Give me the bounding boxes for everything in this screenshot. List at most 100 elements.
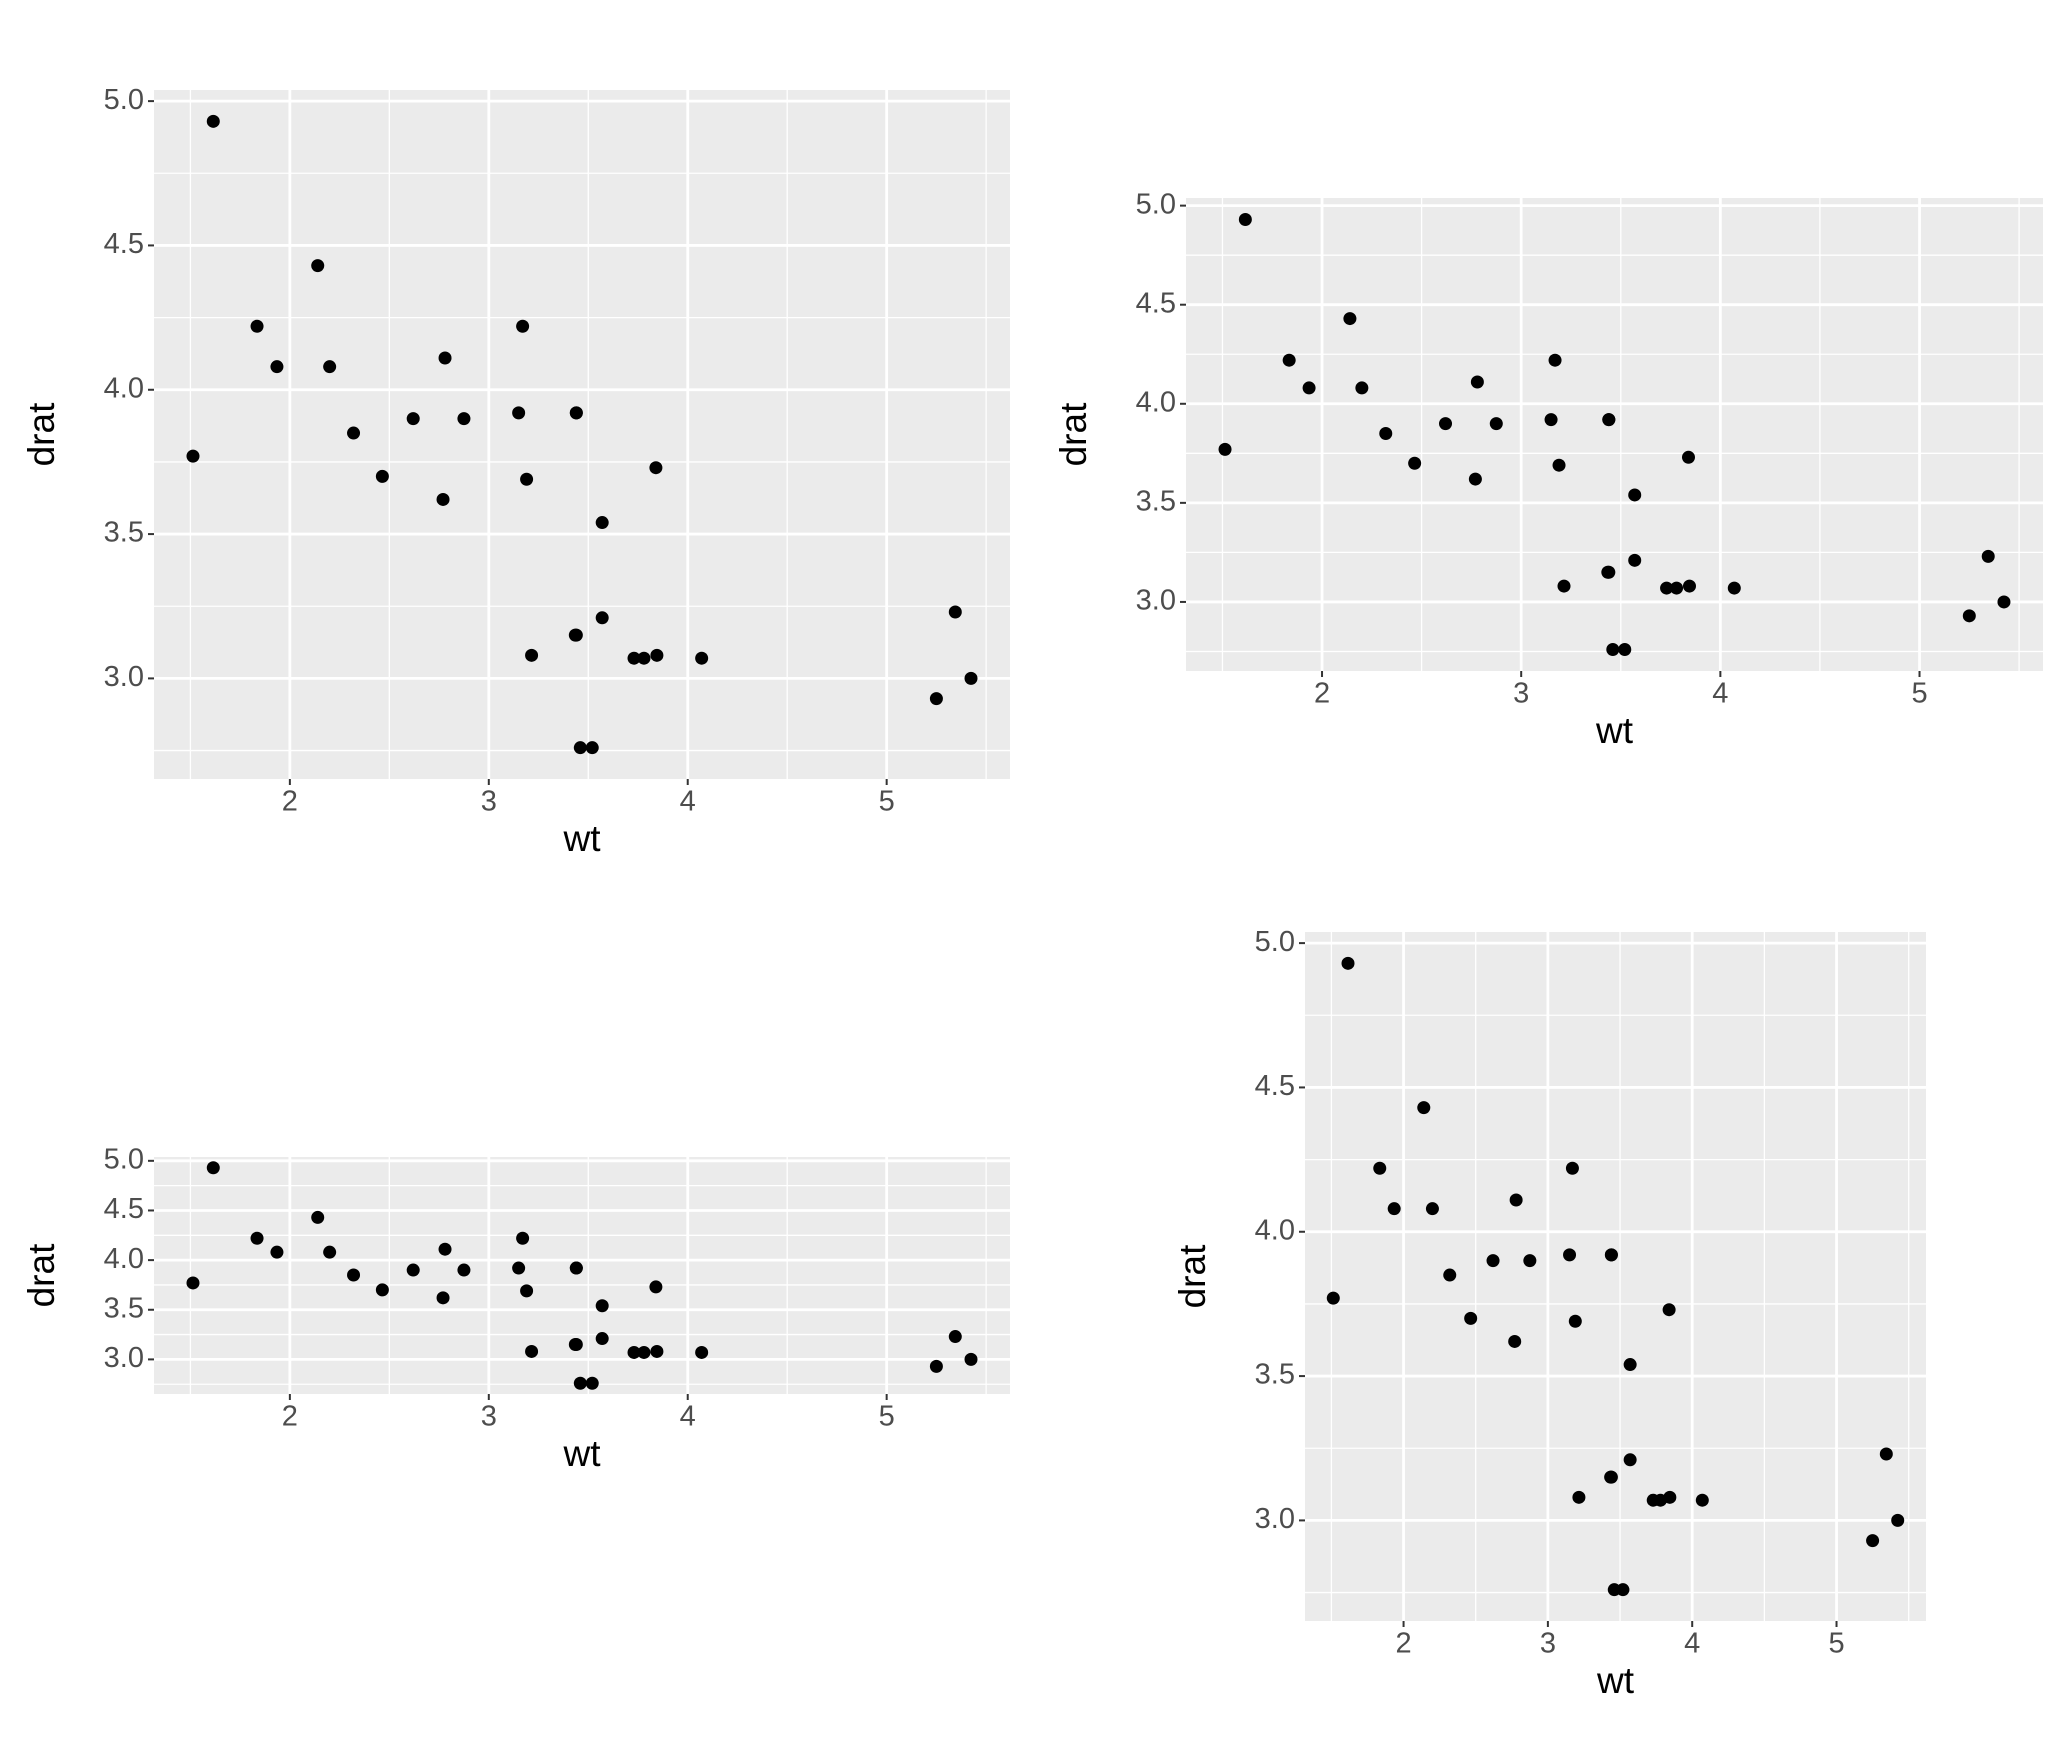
y-tick-label: 4.0 <box>104 1243 144 1275</box>
point <box>595 516 609 530</box>
x-tick-label: 3 <box>481 1401 497 1433</box>
point <box>569 406 583 420</box>
point <box>637 1345 651 1359</box>
point <box>585 741 599 755</box>
point <box>695 651 709 665</box>
point <box>627 1345 641 1359</box>
point <box>1618 643 1632 656</box>
point <box>568 628 582 642</box>
point <box>1302 381 1316 395</box>
point <box>1326 1291 1340 1305</box>
point <box>1623 1453 1637 1467</box>
point <box>520 472 534 486</box>
point <box>1508 1334 1522 1348</box>
point <box>1616 1583 1630 1597</box>
y-tick-label: 3.0 <box>1255 1503 1295 1535</box>
x-axis-title: wt <box>1596 1660 1635 1701</box>
panel: 2 3 4 5 3.0 3.5 4.0 4.5 5.0 wt drat <box>1053 188 2043 751</box>
point <box>406 412 420 426</box>
point <box>695 1345 709 1359</box>
point <box>438 1242 452 1256</box>
point <box>1572 1490 1586 1504</box>
point <box>964 671 978 685</box>
point <box>1552 458 1566 472</box>
point <box>650 648 664 662</box>
point <box>1681 450 1695 464</box>
point <box>347 426 361 440</box>
plot-background <box>1186 198 2043 671</box>
point <box>347 1268 361 1282</box>
point <box>1218 442 1232 456</box>
point <box>1425 1202 1439 1216</box>
point <box>1523 1254 1537 1268</box>
point <box>1355 381 1369 395</box>
x-tick-label: 4 <box>1712 678 1728 710</box>
point <box>1962 609 1976 623</box>
y-tick-label: 4.0 <box>104 372 144 404</box>
point <box>270 1245 284 1259</box>
point <box>1879 1447 1893 1461</box>
point <box>1563 1248 1577 1262</box>
panel: 2 3 4 5 3.0 3.5 4.0 4.5 5.0 wt drat <box>21 1143 1010 1474</box>
y-tick-label: 3.5 <box>1136 486 1176 518</box>
x-tick-label: 4 <box>680 1401 696 1433</box>
point <box>948 605 962 619</box>
y-tick-label: 3.0 <box>104 661 144 693</box>
point <box>516 1231 530 1245</box>
plot-background <box>1305 932 1926 1621</box>
point <box>595 1332 609 1346</box>
point <box>1891 1513 1905 1527</box>
x-tick-label: 5 <box>879 1401 895 1433</box>
point <box>1695 1493 1709 1507</box>
point <box>929 1359 943 1373</box>
x-tick-label: 2 <box>282 1401 298 1433</box>
point <box>375 1283 389 1297</box>
point <box>1981 549 1995 563</box>
y-tick-label: 5.0 <box>104 84 144 116</box>
point <box>1443 1268 1457 1282</box>
y-tick-label: 4.5 <box>1136 287 1176 319</box>
point <box>1727 581 1741 595</box>
point <box>323 360 337 374</box>
point <box>406 1263 420 1277</box>
point <box>1417 1101 1431 1115</box>
y-axis-title: drat <box>1053 402 1094 466</box>
point <box>1604 1470 1618 1484</box>
y-tick-label: 5.0 <box>1136 188 1176 220</box>
point <box>569 1261 583 1275</box>
x-tick-label: 3 <box>1513 678 1529 710</box>
x-axis-title: wt <box>563 818 602 859</box>
point <box>206 1161 220 1175</box>
y-axis-title: drat <box>21 1243 62 1307</box>
point <box>250 319 264 333</box>
y-tick-label: 4.0 <box>1255 1214 1295 1246</box>
point <box>1568 1314 1582 1328</box>
x-tick-label: 3 <box>481 786 497 818</box>
point <box>1557 579 1571 593</box>
x-tick-label: 2 <box>1395 1628 1411 1660</box>
y-tick-label: 4.5 <box>1255 1070 1295 1102</box>
point <box>1468 472 1482 486</box>
x-axis-title: wt <box>1595 710 1634 751</box>
point <box>186 449 200 463</box>
x-tick-label: 5 <box>1911 678 1927 710</box>
point <box>516 319 530 333</box>
panel: 2 3 4 5 3.0 3.5 4.0 4.5 5.0 wt drat <box>21 84 1010 859</box>
point <box>250 1231 264 1245</box>
plot-background <box>154 90 1010 779</box>
point <box>1628 553 1642 567</box>
point <box>311 259 325 273</box>
point <box>323 1245 337 1259</box>
point <box>1997 595 2011 609</box>
point <box>1660 581 1674 595</box>
point <box>1489 417 1503 431</box>
y-tick-label: 4.5 <box>104 1193 144 1225</box>
point <box>512 1261 526 1275</box>
point <box>929 692 943 706</box>
point <box>1464 1311 1478 1325</box>
x-tick-label: 4 <box>1684 1628 1700 1660</box>
point <box>1606 643 1620 656</box>
x-axis-title: wt <box>563 1433 602 1474</box>
y-tick-label: 5.0 <box>104 1143 144 1175</box>
